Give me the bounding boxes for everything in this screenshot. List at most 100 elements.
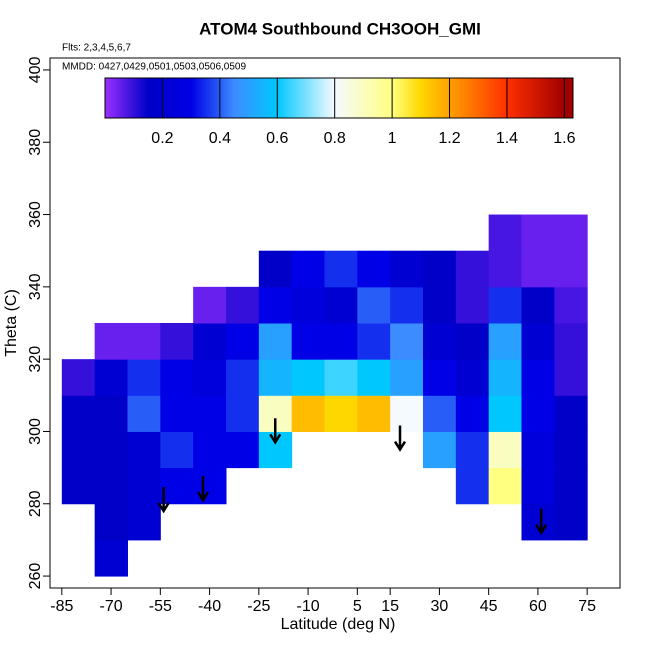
- heat-cell: [390, 359, 424, 396]
- heat-cell: [554, 431, 588, 469]
- y-tick-label: 340: [27, 273, 44, 300]
- heat-cell: [455, 431, 490, 469]
- heat-cell: [258, 250, 293, 288]
- x-tick-label: 75: [578, 598, 596, 615]
- heat-cell: [488, 323, 522, 360]
- heat-cell: [390, 323, 424, 360]
- annotation: MMDD: 0427,0429,0501,0503,0506,0509: [62, 62, 246, 73]
- heat-cell: [357, 250, 391, 288]
- heat-cell: [422, 395, 457, 432]
- y-tick-label: 300: [27, 418, 44, 445]
- heat-cell: [258, 323, 293, 360]
- x-tick-label: 15: [381, 598, 399, 615]
- x-tick-label: 5: [353, 598, 362, 615]
- y-tick-label: 260: [27, 563, 44, 590]
- x-tick-label: -40: [198, 598, 221, 615]
- heat-cell: [225, 323, 260, 360]
- heat-cell: [455, 359, 490, 396]
- y-tick-label: 320: [27, 346, 44, 373]
- heat-cell: [225, 395, 260, 432]
- y-tick-label: 280: [27, 490, 44, 517]
- heat-cell: [160, 323, 194, 360]
- heat-cell: [324, 359, 358, 396]
- heat-cell: [357, 286, 391, 324]
- heat-cell: [521, 323, 555, 360]
- heat-cell: [193, 286, 227, 324]
- heat-cell: [61, 359, 96, 396]
- heat-cell: [488, 214, 522, 252]
- heat-cell: [127, 323, 161, 360]
- heat-cell: [94, 467, 128, 505]
- heat-cell: [127, 503, 161, 541]
- heat-cell: [521, 359, 555, 396]
- heat-cell: [554, 467, 588, 505]
- heat-cell: [455, 395, 490, 432]
- heat-cell: [193, 359, 227, 396]
- arrow-marker: [157, 486, 170, 514]
- arrow-marker: [269, 418, 282, 445]
- x-tick-label: -55: [149, 598, 172, 615]
- arrow-marker: [196, 476, 210, 503]
- arrow-marker: [393, 425, 407, 452]
- heat-cell: [554, 323, 588, 360]
- chart-title: ATOM4 Southbound CH3OOH_GMI: [199, 19, 481, 38]
- heat-cell: [193, 467, 227, 505]
- colorbar-tick-label: 0.8: [324, 130, 346, 147]
- heat-cell: [94, 539, 128, 577]
- colorbar: [104, 77, 574, 119]
- heat-cell: [225, 286, 260, 324]
- heat-cell: [258, 359, 293, 396]
- heat-cell: [193, 431, 227, 469]
- heat-cell: [521, 214, 555, 252]
- colorbar-tick-label: 1.2: [438, 130, 460, 147]
- heat-cell: [94, 323, 128, 360]
- heat-cell: [521, 467, 555, 505]
- heat-cell: [488, 286, 522, 324]
- x-tick-label: -10: [297, 598, 320, 615]
- heat-cell: [357, 323, 391, 360]
- heat-cell: [422, 431, 457, 469]
- heat-cell: [94, 431, 128, 469]
- heat-cell: [455, 286, 490, 324]
- heat-cell: [455, 467, 490, 505]
- heat-cell: [357, 395, 391, 432]
- heat-cell: [127, 359, 161, 396]
- heat-cell: [554, 395, 588, 432]
- heat-cell: [554, 503, 588, 541]
- heatmap: [61, 214, 588, 577]
- heat-cell: [225, 431, 260, 469]
- heat-cell: [324, 250, 358, 288]
- heat-cell: [390, 250, 424, 288]
- heat-cell: [94, 395, 128, 432]
- heat-cell: [422, 286, 457, 324]
- heat-cell: [94, 359, 128, 396]
- plot-frame: [49, 57, 621, 589]
- heat-cell: [554, 214, 588, 252]
- heat-cell: [521, 431, 555, 469]
- heat-cell: [521, 250, 555, 288]
- x-tick-label: -25: [247, 598, 270, 615]
- heat-cell: [160, 359, 194, 396]
- heat-cell: [488, 359, 522, 396]
- heat-cell: [521, 286, 555, 324]
- heat-cell: [488, 431, 522, 469]
- heat-cell: [127, 467, 161, 505]
- x-tick-label: 30: [431, 598, 449, 615]
- heat-cell: [422, 250, 457, 288]
- annotation: Flts: 2,3,4,5,6,7: [62, 43, 131, 54]
- heat-cell: [390, 395, 424, 432]
- x-tick-label: -85: [50, 598, 73, 615]
- x-tick-label: 45: [480, 598, 498, 615]
- heat-cell: [291, 286, 325, 324]
- heat-cell: [193, 323, 227, 360]
- heat-cell: [324, 286, 358, 324]
- y-tick-label: 380: [27, 129, 44, 156]
- x-tick-label: 60: [529, 598, 547, 615]
- heat-cell: [61, 467, 96, 505]
- colorbar-tick-label: 1.6: [553, 130, 575, 147]
- heat-cell: [455, 250, 490, 288]
- heat-cell: [488, 250, 522, 288]
- heat-cell: [193, 395, 227, 432]
- heat-cell: [291, 250, 325, 288]
